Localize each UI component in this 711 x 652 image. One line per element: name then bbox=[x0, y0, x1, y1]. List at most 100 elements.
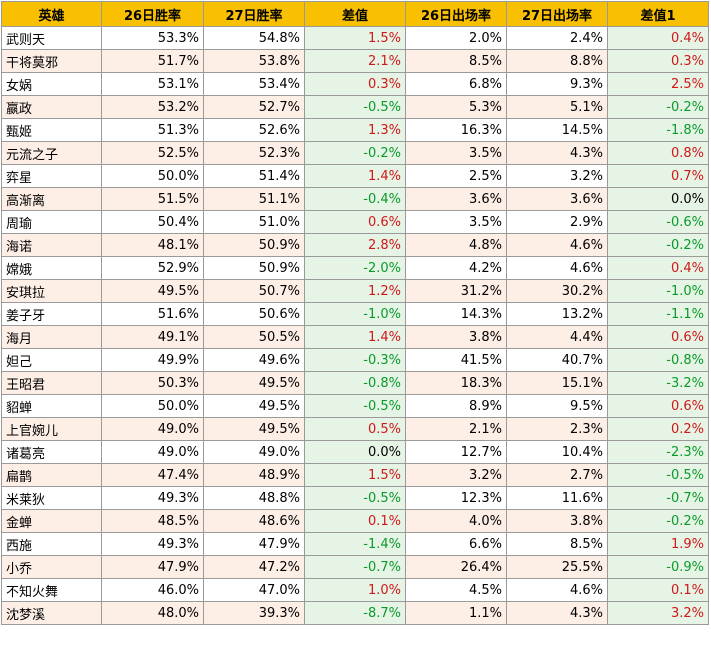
pickrate-27-cell[interactable]: 9.5% bbox=[506, 394, 608, 418]
hero-name-cell[interactable]: 海月 bbox=[1, 325, 102, 349]
winrate-27-cell[interactable]: 50.9% bbox=[203, 256, 305, 280]
winrate-26-cell[interactable]: 51.5% bbox=[101, 187, 204, 211]
winrate-diff-cell[interactable]: 1.5% bbox=[304, 26, 406, 50]
pickrate-26-cell[interactable]: 3.2% bbox=[405, 463, 507, 487]
pickrate-diff-cell[interactable]: -0.2% bbox=[607, 95, 709, 119]
pickrate-26-cell[interactable]: 4.2% bbox=[405, 256, 507, 280]
winrate-27-cell[interactable]: 52.7% bbox=[203, 95, 305, 119]
pickrate-26-cell[interactable]: 1.1% bbox=[405, 601, 507, 625]
winrate-26-cell[interactable]: 48.5% bbox=[101, 509, 204, 533]
pickrate-27-cell[interactable]: 4.4% bbox=[506, 325, 608, 349]
pickrate-26-cell[interactable]: 3.5% bbox=[405, 210, 507, 234]
hero-name-cell[interactable]: 姜子牙 bbox=[1, 302, 102, 326]
winrate-27-cell[interactable]: 50.6% bbox=[203, 302, 305, 326]
pickrate-diff-cell[interactable]: -1.1% bbox=[607, 302, 709, 326]
winrate-27-cell[interactable]: 47.9% bbox=[203, 532, 305, 556]
pickrate-26-cell[interactable]: 6.8% bbox=[405, 72, 507, 96]
hero-name-cell[interactable]: 甄姬 bbox=[1, 118, 102, 142]
hero-name-cell[interactable]: 妲己 bbox=[1, 348, 102, 372]
winrate-27-cell[interactable]: 49.5% bbox=[203, 371, 305, 395]
pickrate-27-cell[interactable]: 2.7% bbox=[506, 463, 608, 487]
winrate-diff-cell[interactable]: -0.7% bbox=[304, 555, 406, 579]
winrate-26-cell[interactable]: 49.1% bbox=[101, 325, 204, 349]
winrate-27-cell[interactable]: 53.8% bbox=[203, 49, 305, 73]
pickrate-diff-cell[interactable]: -1.0% bbox=[607, 279, 709, 303]
winrate-26-cell[interactable]: 50.4% bbox=[101, 210, 204, 234]
pickrate-diff-cell[interactable]: -0.7% bbox=[607, 486, 709, 510]
pickrate-diff-cell[interactable]: -0.5% bbox=[607, 463, 709, 487]
pickrate-27-cell[interactable]: 2.3% bbox=[506, 417, 608, 441]
pickrate-diff-cell[interactable]: 0.4% bbox=[607, 26, 709, 50]
pickrate-26-cell[interactable]: 3.5% bbox=[405, 141, 507, 165]
pickrate-diff-cell[interactable]: 0.3% bbox=[607, 49, 709, 73]
pickrate-26-cell[interactable]: 31.2% bbox=[405, 279, 507, 303]
winrate-diff-cell[interactable]: -0.3% bbox=[304, 348, 406, 372]
hero-name-cell[interactable]: 不知火舞 bbox=[1, 578, 102, 602]
pickrate-27-cell[interactable]: 25.5% bbox=[506, 555, 608, 579]
pickrate-27-cell[interactable]: 4.6% bbox=[506, 256, 608, 280]
pickrate-27-cell[interactable]: 30.2% bbox=[506, 279, 608, 303]
winrate-27-cell[interactable]: 49.5% bbox=[203, 417, 305, 441]
winrate-27-cell[interactable]: 48.9% bbox=[203, 463, 305, 487]
pickrate-27-cell[interactable]: 9.3% bbox=[506, 72, 608, 96]
winrate-27-cell[interactable]: 51.0% bbox=[203, 210, 305, 234]
winrate-27-cell[interactable]: 53.4% bbox=[203, 72, 305, 96]
hero-name-cell[interactable]: 干将莫邪 bbox=[1, 49, 102, 73]
winrate-diff-cell[interactable]: 0.3% bbox=[304, 72, 406, 96]
winrate-26-cell[interactable]: 53.3% bbox=[101, 26, 204, 50]
winrate-27-cell[interactable]: 48.6% bbox=[203, 509, 305, 533]
winrate-diff-cell[interactable]: -2.0% bbox=[304, 256, 406, 280]
pickrate-27-cell[interactable]: 4.3% bbox=[506, 601, 608, 625]
hero-name-cell[interactable]: 米莱狄 bbox=[1, 486, 102, 510]
pickrate-27-cell[interactable]: 40.7% bbox=[506, 348, 608, 372]
winrate-27-cell[interactable]: 54.8% bbox=[203, 26, 305, 50]
winrate-27-cell[interactable]: 39.3% bbox=[203, 601, 305, 625]
pickrate-27-cell[interactable]: 2.4% bbox=[506, 26, 608, 50]
pickrate-diff-cell[interactable]: -0.9% bbox=[607, 555, 709, 579]
hero-name-cell[interactable]: 西施 bbox=[1, 532, 102, 556]
pickrate-diff-cell[interactable]: 0.4% bbox=[607, 256, 709, 280]
hero-name-cell[interactable]: 沈梦溪 bbox=[1, 601, 102, 625]
pickrate-27-cell[interactable]: 10.4% bbox=[506, 440, 608, 464]
winrate-27-cell[interactable]: 47.2% bbox=[203, 555, 305, 579]
winrate-27-cell[interactable]: 47.0% bbox=[203, 578, 305, 602]
winrate-diff-cell[interactable]: 0.1% bbox=[304, 509, 406, 533]
pickrate-diff-cell[interactable]: 3.2% bbox=[607, 601, 709, 625]
pickrate-26-cell[interactable]: 6.6% bbox=[405, 532, 507, 556]
pickrate-diff-cell[interactable]: 1.9% bbox=[607, 532, 709, 556]
winrate-27-cell[interactable]: 52.3% bbox=[203, 141, 305, 165]
hero-name-cell[interactable]: 金蝉 bbox=[1, 509, 102, 533]
pickrate-26-cell[interactable]: 3.6% bbox=[405, 187, 507, 211]
pickrate-diff-cell[interactable]: 2.5% bbox=[607, 72, 709, 96]
pickrate-27-cell[interactable]: 8.8% bbox=[506, 49, 608, 73]
pickrate-27-cell[interactable]: 14.5% bbox=[506, 118, 608, 142]
pickrate-27-cell[interactable]: 3.6% bbox=[506, 187, 608, 211]
pickrate-diff-cell[interactable]: -1.8% bbox=[607, 118, 709, 142]
winrate-27-cell[interactable]: 49.5% bbox=[203, 394, 305, 418]
pickrate-diff-cell[interactable]: -0.2% bbox=[607, 233, 709, 257]
winrate-26-cell[interactable]: 49.0% bbox=[101, 417, 204, 441]
winrate-26-cell[interactable]: 50.0% bbox=[101, 164, 204, 188]
pickrate-27-cell[interactable]: 4.3% bbox=[506, 141, 608, 165]
hero-name-cell[interactable]: 嫦娥 bbox=[1, 256, 102, 280]
winrate-26-cell[interactable]: 46.0% bbox=[101, 578, 204, 602]
winrate-diff-cell[interactable]: 1.5% bbox=[304, 463, 406, 487]
winrate-diff-cell[interactable]: -0.5% bbox=[304, 486, 406, 510]
winrate-diff-cell[interactable]: -0.5% bbox=[304, 394, 406, 418]
hero-name-cell[interactable]: 扁鹊 bbox=[1, 463, 102, 487]
pickrate-diff-cell[interactable]: 0.1% bbox=[607, 578, 709, 602]
winrate-26-cell[interactable]: 48.0% bbox=[101, 601, 204, 625]
winrate-26-cell[interactable]: 53.1% bbox=[101, 72, 204, 96]
winrate-26-cell[interactable]: 49.9% bbox=[101, 348, 204, 372]
pickrate-26-cell[interactable]: 4.8% bbox=[405, 233, 507, 257]
winrate-diff-cell[interactable]: -1.4% bbox=[304, 532, 406, 556]
pickrate-27-cell[interactable]: 5.1% bbox=[506, 95, 608, 119]
pickrate-27-cell[interactable]: 4.6% bbox=[506, 578, 608, 602]
hero-name-cell[interactable]: 元流之子 bbox=[1, 141, 102, 165]
winrate-26-cell[interactable]: 47.4% bbox=[101, 463, 204, 487]
pickrate-26-cell[interactable]: 2.5% bbox=[405, 164, 507, 188]
hero-name-cell[interactable]: 诸葛亮 bbox=[1, 440, 102, 464]
pickrate-27-cell[interactable]: 8.5% bbox=[506, 532, 608, 556]
winrate-26-cell[interactable]: 51.7% bbox=[101, 49, 204, 73]
pickrate-27-cell[interactable]: 15.1% bbox=[506, 371, 608, 395]
